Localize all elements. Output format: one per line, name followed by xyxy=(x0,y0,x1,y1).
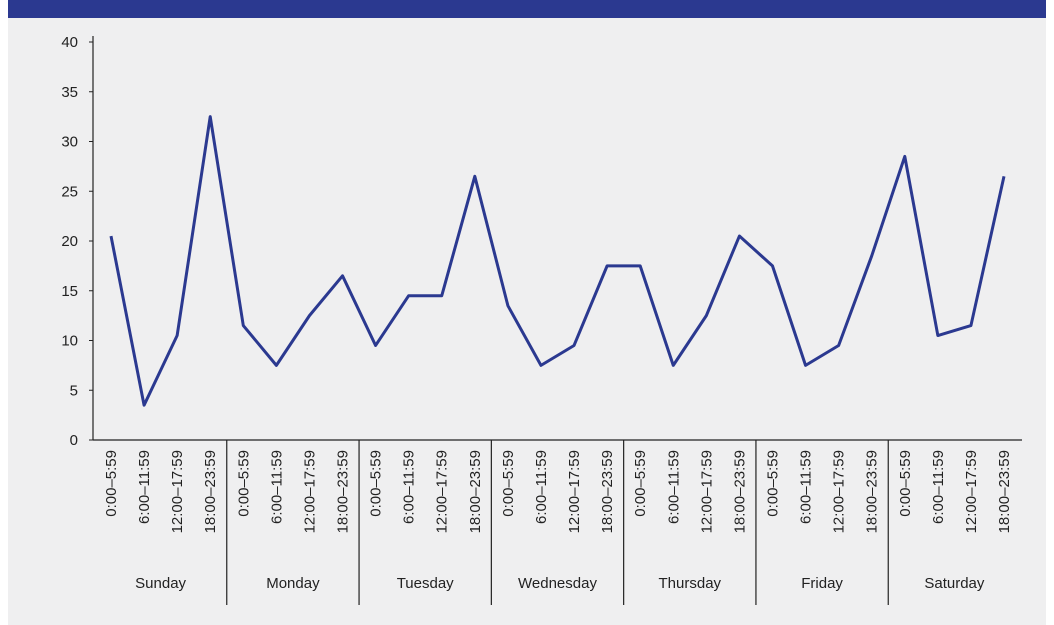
x-tick-label: 12:00–17:59 xyxy=(434,450,451,533)
x-tick-label: 6:00–11:59 xyxy=(268,450,285,524)
x-tick-label: 6:00–11:59 xyxy=(930,450,947,524)
x-tick-label: 12:00–17:59 xyxy=(301,450,318,533)
x-tick-label: 18:00–23:59 xyxy=(731,450,748,533)
y-tick-label: 25 xyxy=(61,183,78,200)
y-tick-label: 35 xyxy=(61,84,78,101)
title-band xyxy=(8,0,1046,18)
x-tick-label: 6:00–11:59 xyxy=(533,450,550,524)
chart-panel xyxy=(8,18,1046,625)
x-tick-label: 0:00–5:59 xyxy=(500,450,517,517)
data-line xyxy=(109,115,1006,407)
x-tick-label: 6:00–11:59 xyxy=(665,450,682,524)
x-tick-label: 18:00–23:59 xyxy=(467,450,484,533)
y-tick-label: 5 xyxy=(70,382,78,399)
x-tick-label: 18:00–23:59 xyxy=(864,450,881,533)
y-tick-label: 0 xyxy=(70,432,78,449)
x-tick-label: 0:00–5:59 xyxy=(632,450,649,517)
x-tick-label: 0:00–5:59 xyxy=(368,450,385,517)
group-label: Thursday xyxy=(659,575,722,592)
x-tick-label: 0:00–5:59 xyxy=(897,450,914,517)
x-tick-label: 0:00–5:59 xyxy=(764,450,781,517)
y-tick-label: 20 xyxy=(61,233,78,250)
y-tick-label: 30 xyxy=(61,134,78,151)
x-tick-label: 6:00–11:59 xyxy=(401,450,418,524)
group-label: Tuesday xyxy=(397,575,454,592)
x-tick-label: 18:00–23:59 xyxy=(335,450,352,533)
group-label: Sunday xyxy=(135,575,186,592)
x-tick-label: 18:00–23:59 xyxy=(202,450,219,533)
x-tick-label: 18:00–23:59 xyxy=(996,450,1013,533)
group-label: Friday xyxy=(801,575,843,592)
group-label: Wednesday xyxy=(518,575,597,592)
x-tick-label: 12:00–17:59 xyxy=(169,450,186,533)
x-tick-label: 0:00–5:59 xyxy=(235,450,252,517)
x-tick-label: 6:00–11:59 xyxy=(798,450,815,524)
x-tick-label: 12:00–17:59 xyxy=(566,450,583,533)
x-tick-label: 12:00–17:59 xyxy=(698,450,715,533)
x-tick-label: 18:00–23:59 xyxy=(599,450,616,533)
y-tick-label: 15 xyxy=(61,283,78,300)
group-label: Saturday xyxy=(924,575,985,592)
y-tick-label: 40 xyxy=(61,34,78,51)
x-tick-label: 6:00–11:59 xyxy=(136,450,153,524)
x-tick-label: 0:00–5:59 xyxy=(103,450,120,517)
x-tick-label: 12:00–17:59 xyxy=(963,450,980,533)
x-tick-label: 12:00–17:59 xyxy=(831,450,848,533)
y-tick-label: 10 xyxy=(61,333,78,350)
group-label: Monday xyxy=(266,575,320,592)
